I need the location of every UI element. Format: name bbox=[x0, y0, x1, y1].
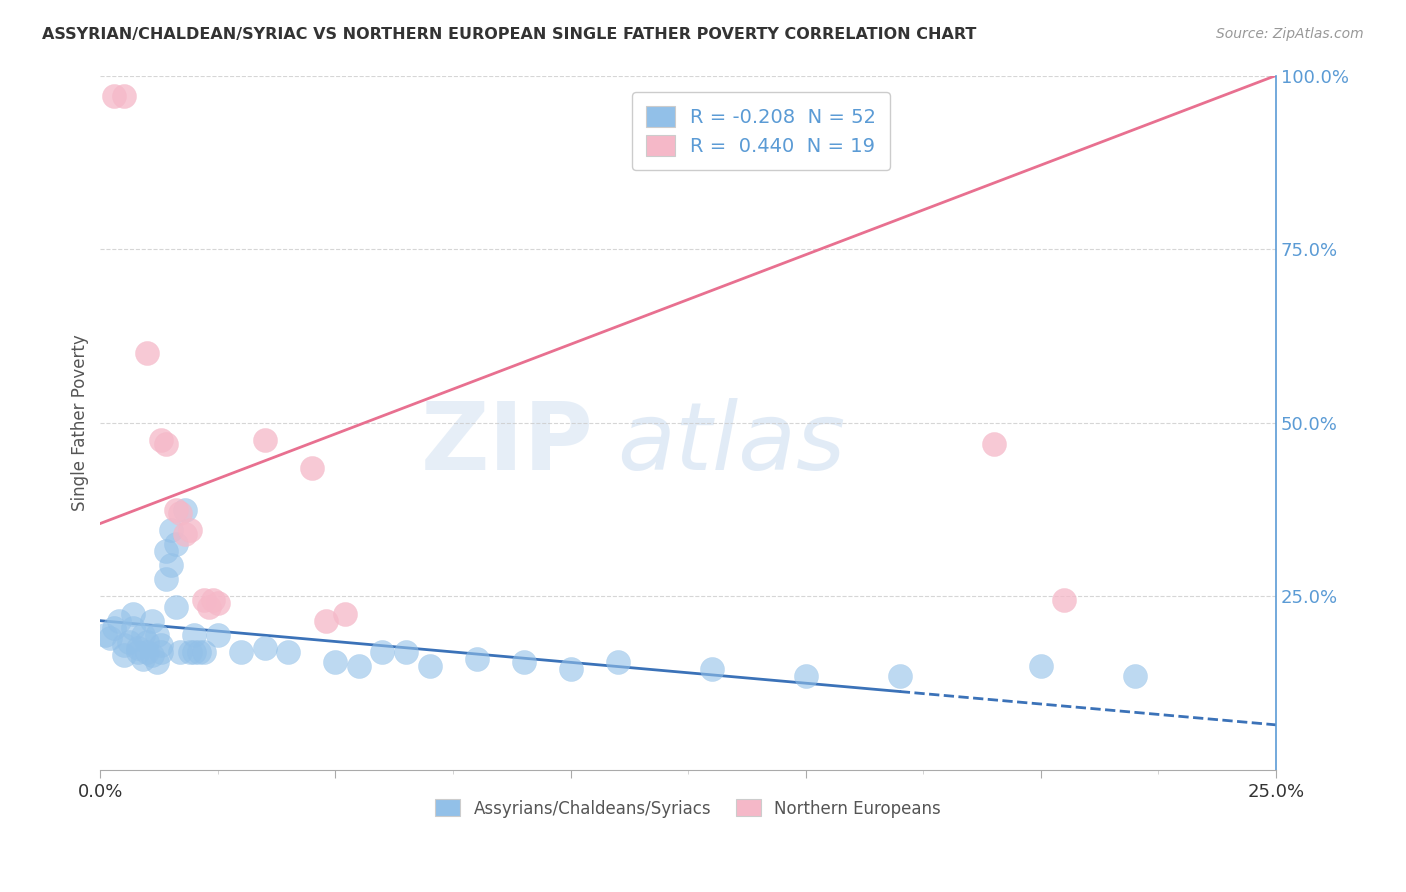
Point bbox=[315, 614, 337, 628]
Point bbox=[146, 656, 169, 670]
Point bbox=[122, 621, 145, 635]
Point bbox=[183, 627, 205, 641]
Point bbox=[169, 506, 191, 520]
Point bbox=[207, 596, 229, 610]
Point bbox=[253, 433, 276, 447]
Point bbox=[136, 346, 159, 360]
Point bbox=[136, 645, 159, 659]
Point bbox=[141, 648, 163, 663]
Point bbox=[103, 89, 125, 103]
Point bbox=[231, 645, 253, 659]
Point bbox=[150, 638, 173, 652]
Point bbox=[131, 652, 153, 666]
Legend: Assyrians/Chaldeans/Syriacs, Northern Europeans: Assyrians/Chaldeans/Syriacs, Northern Eu… bbox=[429, 793, 948, 824]
Point bbox=[165, 537, 187, 551]
Y-axis label: Single Father Poverty: Single Father Poverty bbox=[72, 334, 89, 511]
Point bbox=[127, 641, 149, 656]
Point bbox=[146, 627, 169, 641]
Point bbox=[150, 433, 173, 447]
Point bbox=[193, 592, 215, 607]
Point bbox=[131, 627, 153, 641]
Point bbox=[700, 662, 723, 676]
Point bbox=[155, 572, 177, 586]
Point bbox=[371, 645, 394, 659]
Point bbox=[122, 607, 145, 621]
Point bbox=[179, 645, 201, 659]
Point bbox=[94, 627, 117, 641]
Point bbox=[1029, 658, 1052, 673]
Point bbox=[174, 502, 197, 516]
Point bbox=[117, 634, 139, 648]
Point bbox=[983, 436, 1005, 450]
Point bbox=[155, 436, 177, 450]
Point bbox=[150, 645, 173, 659]
Point bbox=[347, 658, 370, 673]
Point bbox=[188, 645, 211, 659]
Point bbox=[333, 607, 356, 621]
Point bbox=[165, 502, 187, 516]
Point bbox=[197, 599, 219, 614]
Point bbox=[301, 461, 323, 475]
Point bbox=[112, 638, 135, 652]
Point bbox=[606, 656, 628, 670]
Text: ASSYRIAN/CHALDEAN/SYRIAC VS NORTHERN EUROPEAN SINGLE FATHER POVERTY CORRELATION : ASSYRIAN/CHALDEAN/SYRIAC VS NORTHERN EUR… bbox=[42, 27, 977, 42]
Point bbox=[155, 544, 177, 558]
Point bbox=[160, 558, 183, 573]
Point bbox=[1053, 592, 1076, 607]
Point bbox=[174, 527, 197, 541]
Point bbox=[103, 621, 125, 635]
Point bbox=[465, 652, 488, 666]
Point bbox=[98, 631, 121, 645]
Point bbox=[108, 614, 131, 628]
Point bbox=[169, 645, 191, 659]
Point bbox=[889, 669, 911, 683]
Text: ZIP: ZIP bbox=[422, 398, 595, 490]
Point bbox=[418, 658, 440, 673]
Point bbox=[277, 645, 299, 659]
Text: atlas: atlas bbox=[617, 398, 846, 489]
Text: Source: ZipAtlas.com: Source: ZipAtlas.com bbox=[1216, 27, 1364, 41]
Point bbox=[512, 656, 534, 670]
Point bbox=[560, 662, 582, 676]
Point bbox=[395, 645, 418, 659]
Point bbox=[183, 645, 205, 659]
Point bbox=[127, 645, 149, 659]
Point bbox=[325, 656, 347, 670]
Point bbox=[136, 634, 159, 648]
Point bbox=[193, 645, 215, 659]
Point bbox=[202, 592, 225, 607]
Point bbox=[165, 599, 187, 614]
Point bbox=[179, 524, 201, 538]
Point bbox=[112, 89, 135, 103]
Point bbox=[1123, 669, 1146, 683]
Point bbox=[207, 627, 229, 641]
Point bbox=[253, 641, 276, 656]
Point bbox=[794, 669, 817, 683]
Point bbox=[112, 648, 135, 663]
Point bbox=[141, 614, 163, 628]
Point bbox=[160, 524, 183, 538]
